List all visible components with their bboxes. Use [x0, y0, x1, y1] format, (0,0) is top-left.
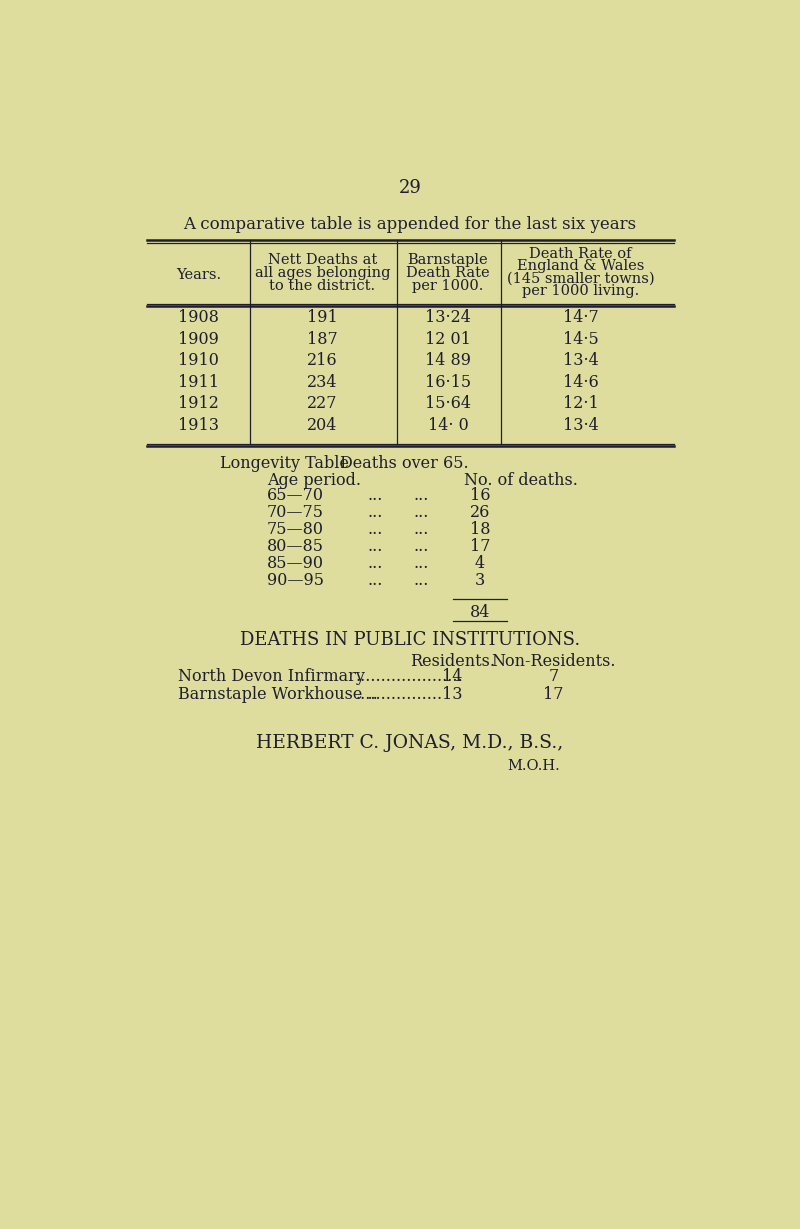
Text: 12·1: 12·1: [562, 396, 598, 413]
Text: 227: 227: [307, 396, 338, 413]
Text: 70—75: 70—75: [266, 504, 324, 521]
Text: Age period.: Age period.: [266, 472, 361, 489]
Text: 1908: 1908: [178, 310, 219, 326]
Text: Death Rate of: Death Rate of: [530, 247, 632, 261]
Text: 15·64: 15·64: [425, 396, 471, 413]
Text: ...: ...: [367, 554, 383, 571]
Text: 191: 191: [307, 310, 338, 326]
Text: 75—80: 75—80: [266, 521, 324, 538]
Text: 14·6: 14·6: [562, 374, 598, 391]
Text: M.O.H.: M.O.H.: [508, 758, 560, 773]
Text: 1912: 1912: [178, 396, 219, 413]
Text: 14: 14: [442, 669, 463, 685]
Text: ...: ...: [367, 504, 383, 521]
Text: Deaths over 65.: Deaths over 65.: [340, 455, 469, 472]
Text: ...: ...: [414, 571, 430, 589]
Text: 3: 3: [474, 571, 485, 589]
Text: HERBERT C. JONAS, M.D., B.S.,: HERBERT C. JONAS, M.D., B.S.,: [256, 734, 564, 752]
Text: England & Wales: England & Wales: [517, 259, 644, 273]
Text: per 1000.: per 1000.: [412, 279, 484, 293]
Text: Longevity Table: Longevity Table: [220, 455, 349, 472]
Text: Barnstaple: Barnstaple: [408, 253, 488, 267]
Text: .....................: .....................: [356, 669, 463, 685]
Text: ...: ...: [414, 504, 430, 521]
Text: 84: 84: [470, 605, 490, 621]
Text: 13: 13: [442, 687, 463, 703]
Text: Residents.: Residents.: [410, 653, 495, 670]
Text: 187: 187: [307, 331, 338, 348]
Text: 85—90: 85—90: [266, 554, 324, 571]
Text: 234: 234: [307, 374, 338, 391]
Text: 13·24: 13·24: [425, 310, 471, 326]
Text: ...: ...: [414, 521, 430, 538]
Text: 90—95: 90—95: [266, 571, 324, 589]
Text: 29: 29: [398, 178, 422, 197]
Text: ...: ...: [414, 538, 430, 554]
Text: 80—85: 80—85: [266, 538, 324, 554]
Text: Death Rate: Death Rate: [406, 265, 490, 280]
Text: .................: .................: [356, 687, 443, 703]
Text: per 1000 living.: per 1000 living.: [522, 284, 639, 297]
Text: 16: 16: [470, 487, 490, 504]
Text: No. of deaths.: No. of deaths.: [464, 472, 578, 489]
Text: ...: ...: [414, 554, 430, 571]
Text: 65—70: 65—70: [266, 487, 324, 504]
Text: 17: 17: [543, 687, 564, 703]
Text: 16·15: 16·15: [425, 374, 471, 391]
Text: ...: ...: [367, 538, 383, 554]
Text: 17: 17: [470, 538, 490, 554]
Text: to the district.: to the district.: [270, 279, 375, 293]
Text: Nett Deaths at: Nett Deaths at: [268, 253, 377, 267]
Text: 204: 204: [307, 417, 338, 434]
Text: ...: ...: [367, 487, 383, 504]
Text: 14· 0: 14· 0: [428, 417, 468, 434]
Text: (145 smaller towns): (145 smaller towns): [506, 272, 654, 285]
Text: DEATHS IN PUBLIC INSTITUTIONS.: DEATHS IN PUBLIC INSTITUTIONS.: [240, 630, 580, 649]
Text: 216: 216: [307, 353, 338, 369]
Text: ...: ...: [414, 487, 430, 504]
Text: Years.: Years.: [176, 268, 221, 283]
Text: Non-Residents.: Non-Residents.: [491, 653, 616, 670]
Text: 13·4: 13·4: [562, 353, 598, 369]
Text: ...: ...: [367, 521, 383, 538]
Text: 18: 18: [470, 521, 490, 538]
Text: ...: ...: [367, 571, 383, 589]
Text: all ages belonging: all ages belonging: [254, 265, 390, 280]
Text: 1911: 1911: [178, 374, 219, 391]
Text: 14·5: 14·5: [562, 331, 598, 348]
Text: 1909: 1909: [178, 331, 219, 348]
Text: 26: 26: [470, 504, 490, 521]
Text: North Devon Infirmary: North Devon Infirmary: [178, 669, 364, 685]
Text: A comparative table is appended for the last six years: A comparative table is appended for the …: [183, 216, 637, 234]
Text: Barnstaple Workhouse ..: Barnstaple Workhouse ..: [178, 687, 378, 703]
Text: 14·7: 14·7: [562, 310, 598, 326]
Text: 1910: 1910: [178, 353, 219, 369]
Text: 14 89: 14 89: [425, 353, 471, 369]
Text: 4: 4: [474, 554, 485, 571]
Text: 13·4: 13·4: [562, 417, 598, 434]
Text: 12 01: 12 01: [425, 331, 471, 348]
Text: 1913: 1913: [178, 417, 219, 434]
Text: 7: 7: [548, 669, 558, 685]
